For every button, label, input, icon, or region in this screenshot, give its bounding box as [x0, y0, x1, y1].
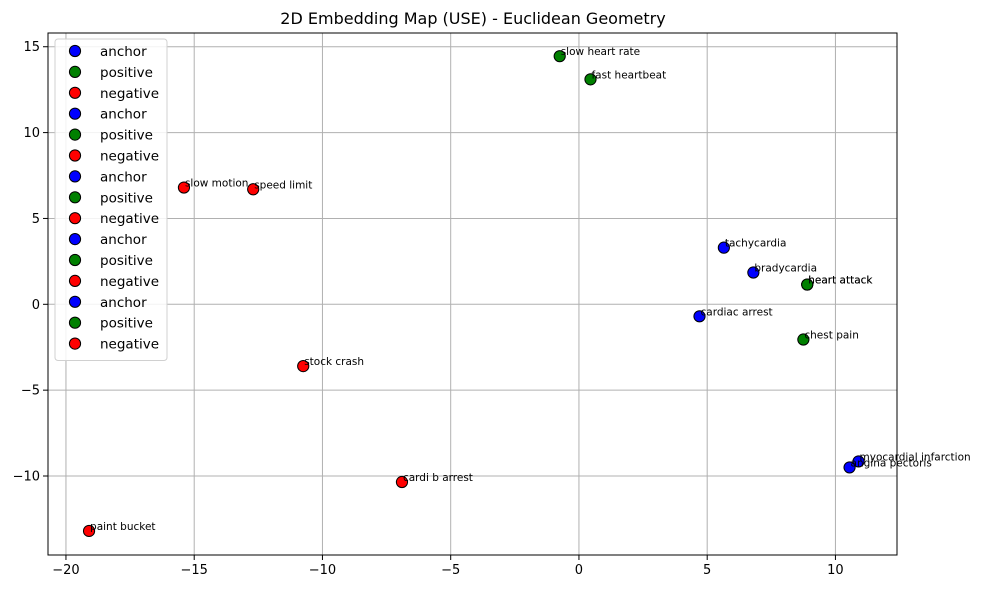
legend-marker-negative	[68, 274, 82, 287]
legend-marker-anchor	[68, 44, 82, 58]
point-label: fast heartbeat	[591, 69, 666, 81]
legend-label: positive	[100, 128, 153, 144]
point-label: paint bucket	[90, 521, 156, 533]
data-point-positive	[584, 73, 597, 86]
legend-box	[54, 38, 168, 361]
point-label: angina pectoris	[851, 457, 932, 469]
legend-label: negative	[100, 149, 159, 165]
x-tick-label: −15	[180, 563, 207, 578]
point-label: myocardial infarction	[860, 451, 971, 463]
legend-marker-negative	[68, 86, 82, 99]
legend-marker-positive	[68, 128, 82, 141]
data-point-negative	[177, 181, 191, 194]
y-tick-label: 0	[32, 298, 40, 313]
legend-label: positive	[100, 190, 153, 206]
y-tick-label: 5	[32, 212, 40, 227]
legend-label: anchor	[100, 169, 147, 185]
grid	[48, 33, 897, 555]
x-tick-label: −10	[309, 563, 336, 578]
legend-marker-negative	[68, 337, 82, 350]
y-tick-label: −10	[13, 470, 40, 485]
data-point-negative	[82, 524, 96, 538]
legend-label: anchor	[100, 232, 147, 248]
data-point-anchor	[852, 455, 865, 468]
data-point-positive	[797, 333, 810, 346]
point-label: bradycardia	[754, 263, 817, 275]
legend-label: anchor	[100, 295, 147, 311]
data-point-negative	[247, 183, 260, 196]
x-tick-label: 0	[575, 563, 583, 578]
legend-label: positive	[100, 65, 153, 81]
x-tick-label: −5	[441, 563, 460, 578]
point-label: cardiac arrest	[700, 306, 772, 318]
data-point-positive	[553, 50, 566, 63]
legend-marker-anchor	[68, 170, 82, 183]
legend-marker-positive	[68, 253, 82, 267]
axis-ticks: −20 −15 −10 −5 0 5 10 −10 −5 0 5 10 15	[13, 40, 844, 578]
point-label: slow heart rate	[561, 46, 640, 58]
y-tick-label: 15	[23, 40, 40, 55]
point-label: tachycardia	[725, 238, 787, 250]
data-points	[82, 50, 865, 538]
legend-label: positive	[100, 253, 153, 269]
point-label: cardi b arrest	[403, 472, 473, 484]
data-point-anchor	[693, 310, 706, 323]
legend-label: negative	[100, 86, 159, 102]
data-point-anchor	[843, 461, 856, 474]
legend: anchor positive negative anchor positive nega…	[54, 38, 168, 361]
plot-area	[47, 32, 898, 556]
x-tick-label: −20	[52, 563, 79, 578]
x-tick-label: 5	[703, 563, 711, 578]
legend-label: negative	[100, 211, 159, 227]
legend-marker-positive	[68, 65, 82, 79]
legend-marker-positive	[68, 316, 82, 329]
point-label: chest pain	[804, 330, 858, 342]
point-label: heart attack	[808, 275, 873, 287]
data-point-anchor	[717, 241, 730, 254]
legend-marker-anchor	[68, 107, 82, 120]
data-point-negative	[297, 360, 310, 373]
point-label: stock crash	[304, 356, 364, 368]
legend-marker-negative	[68, 149, 82, 162]
legend-marker-anchor	[68, 295, 82, 308]
legend-label: anchor	[100, 44, 147, 60]
x-tick-label: 10	[827, 563, 844, 578]
y-tick-label: −5	[21, 384, 40, 399]
point-label: heart attack	[808, 275, 873, 287]
chart-title: 2D Embedding Map (USE) - Euclidean Geome…	[280, 9, 665, 28]
legend-label: negative	[100, 337, 159, 353]
point-annotations: tachycardia fast heartbeat speed limit brad…	[90, 46, 971, 533]
legend-label: anchor	[100, 107, 147, 123]
legend-label: positive	[100, 316, 153, 332]
legend-label: negative	[100, 274, 159, 290]
legend-marker-negative	[68, 212, 82, 225]
data-point-positive	[801, 278, 814, 291]
y-tick-label: 10	[23, 126, 40, 141]
legend-marker-anchor	[68, 233, 82, 246]
point-label: speed limit	[254, 179, 312, 191]
point-label: slow motion	[185, 178, 249, 190]
data-point-negative	[395, 475, 409, 489]
legend-marker-positive	[68, 191, 82, 204]
data-point-anchor	[747, 266, 760, 279]
